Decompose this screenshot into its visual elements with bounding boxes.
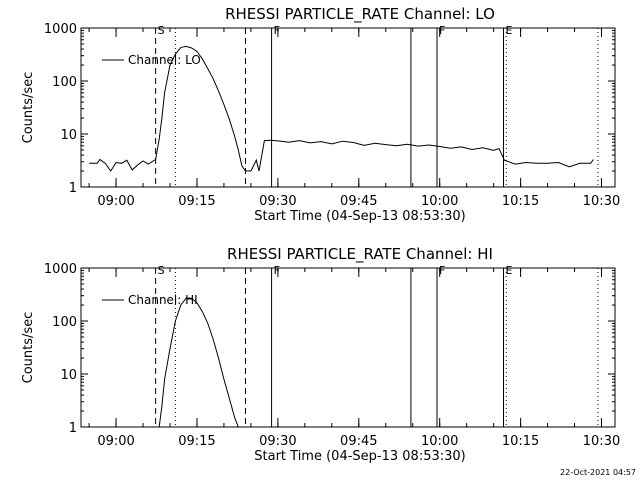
chart-title: RHESSI PARTICLE_RATE Channel: HI xyxy=(227,245,493,264)
y-axis-label: Counts/sec xyxy=(21,72,36,144)
event-marker-label: F xyxy=(439,24,445,37)
y-tick-label: 100 xyxy=(52,315,77,330)
footer-timestamp: 22-Oct-2021 04:57 xyxy=(560,468,636,477)
legend-label: Channel: LO xyxy=(128,53,201,67)
y-tick-label: 100 xyxy=(52,75,77,90)
chart-panel-lo: RHESSI PARTICLE_RATE Channel: LO 1 10 100 10… xyxy=(21,5,620,224)
event-marker-label: E xyxy=(506,264,513,277)
event-marker-label: S xyxy=(158,264,165,277)
x-tick-label: 09:00 xyxy=(97,194,134,209)
x-tick-label: 09:15 xyxy=(178,434,215,449)
y-tick-label: 1 xyxy=(69,181,77,196)
x-tick-label: 10:15 xyxy=(502,434,539,449)
x-tick-label: 10:00 xyxy=(421,194,458,209)
x-tick-label: 10:30 xyxy=(583,194,620,209)
legend-label: Channel: HI xyxy=(128,293,198,307)
x-tick-label: 10:00 xyxy=(421,434,458,449)
y-tick-label: 1000 xyxy=(44,262,77,277)
y-tick-label: 10 xyxy=(60,368,77,383)
x-axis-label: Start Time (04-Sep-13 08:53:30) xyxy=(254,449,465,464)
y-axis-label: Counts/sec xyxy=(21,312,36,384)
y-tick-label: 1000 xyxy=(44,22,77,37)
chart-title: RHESSI PARTICLE_RATE Channel: LO xyxy=(225,5,495,24)
x-tick-label: 09:45 xyxy=(340,194,377,209)
chart-panel-hi: RHESSI PARTICLE_RATE Channel: HI 1 10 100 10… xyxy=(21,245,620,464)
plot-frame xyxy=(80,267,616,428)
x-tick-label: 10:15 xyxy=(502,194,539,209)
x-tick-label: 09:45 xyxy=(340,434,377,449)
plot-frame xyxy=(80,27,616,188)
event-marker-label: F xyxy=(274,264,280,277)
series-line xyxy=(89,45,594,172)
x-tick-label: 09:00 xyxy=(97,434,134,449)
series-line xyxy=(158,297,239,428)
y-tick-label: 1 xyxy=(69,421,77,436)
event-marker-label: F xyxy=(439,264,445,277)
x-tick-label: 09:15 xyxy=(178,194,215,209)
event-marker-label: E xyxy=(506,24,513,37)
event-marker-label: F xyxy=(274,24,280,37)
x-tick-label: 10:30 xyxy=(583,434,620,449)
y-tick-label: 10 xyxy=(60,128,77,143)
x-tick-label: 09:30 xyxy=(259,434,296,449)
event-marker-label: S xyxy=(158,24,165,37)
x-tick-label: 09:30 xyxy=(259,194,296,209)
x-axis-label: Start Time (04-Sep-13 08:53:30) xyxy=(254,209,465,224)
